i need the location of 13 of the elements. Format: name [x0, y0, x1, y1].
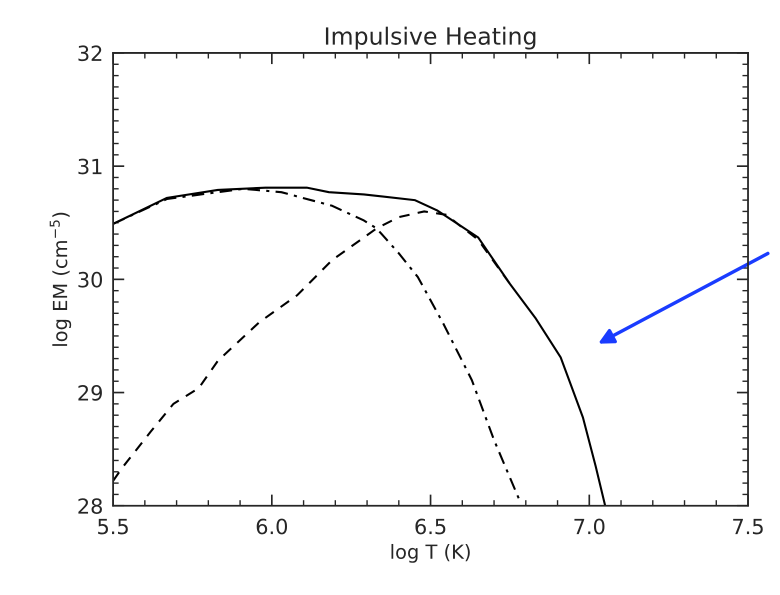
y-axis-title: log EM (cm$^{−5}$)	[50, 212, 72, 346]
y-tick-label: 28	[78, 498, 102, 514]
x-tick-label: 6.0	[256, 518, 288, 534]
x-axis-title: log T (K)	[391, 544, 470, 563]
chart-title: Impulsive Heating	[326, 26, 536, 50]
x-tick-label: 7.0	[574, 518, 604, 534]
y-tick-label: 30	[78, 272, 102, 288]
x-tick-label: 5.5	[98, 518, 128, 534]
x-tick-label: 7.5	[733, 518, 763, 534]
x-tick-label: 6.5	[415, 518, 446, 534]
y-tick-label: 32	[78, 45, 102, 62]
y-tick-label: 29	[78, 385, 102, 401]
y-tick-label: 31	[78, 158, 102, 174]
